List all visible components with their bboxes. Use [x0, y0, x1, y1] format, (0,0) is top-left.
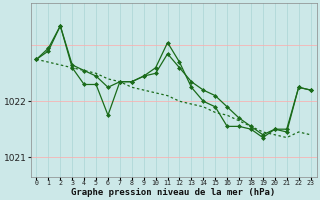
X-axis label: Graphe pression niveau de la mer (hPa): Graphe pression niveau de la mer (hPa)	[71, 188, 276, 197]
